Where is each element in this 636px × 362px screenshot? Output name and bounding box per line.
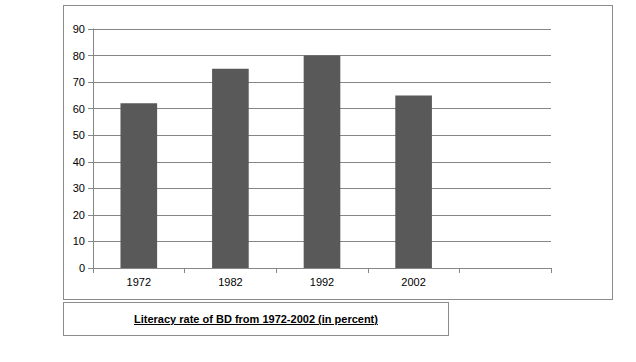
svg-text:1982: 1982	[218, 276, 242, 288]
svg-text:10: 10	[73, 235, 85, 247]
svg-text:90: 90	[73, 23, 85, 35]
svg-text:50: 50	[73, 129, 85, 141]
svg-text:0: 0	[79, 262, 85, 274]
svg-text:60: 60	[73, 103, 85, 115]
svg-text:1992: 1992	[310, 276, 334, 288]
svg-text:1972: 1972	[127, 276, 151, 288]
html-text:Literacy rate of BD from 1972-: Literacy rate of BD from 1972-2002 (in p…	[134, 313, 378, 325]
svg-text:20: 20	[73, 209, 85, 221]
svg-text:40: 40	[73, 156, 85, 168]
svg-text:70: 70	[73, 76, 85, 88]
svg-text:80: 80	[73, 50, 85, 62]
svg-text:2002: 2002	[401, 276, 425, 288]
svg-text:30: 30	[73, 182, 85, 194]
